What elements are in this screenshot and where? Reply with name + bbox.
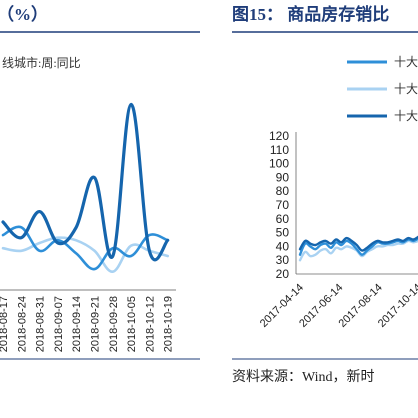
left-x-tick-label: 2018-08-17 <box>0 296 10 352</box>
left-line-chart <box>0 102 176 291</box>
right-legend: 十大 十大 十大 <box>347 55 418 123</box>
left-x-tick-label: 2018-09-21 <box>90 296 102 352</box>
right-y-tick-label: 80 <box>276 184 290 198</box>
right-y-tick-label: 20 <box>276 267 290 281</box>
left-x-axis-ticks: 2018-08-17 2018-08-24 2018-08-31 2018-09-07… <box>0 296 175 352</box>
left-x-tick-label: 2018-09-07 <box>53 296 65 352</box>
right-series-2-line <box>298 235 418 252</box>
right-y-tick-label: 70 <box>276 198 290 212</box>
source-note: 资料来源：Wind，新时 <box>232 369 375 385</box>
left-x-tick-label: 2018-09-28 <box>108 296 120 352</box>
right-y-tick-label: 30 <box>276 253 290 267</box>
right-y-tick-label: 110 <box>270 143 289 157</box>
left-x-tick-label: 2018-08-31 <box>35 296 47 352</box>
left-x-tick-label: 2018-10-12 <box>144 296 156 352</box>
legend-label-1: 十大 <box>394 55 418 69</box>
left-series-1-line <box>1 225 169 271</box>
right-line-chart <box>295 132 418 275</box>
legend-label-3: 十大 <box>394 109 418 123</box>
right-y-tick-label: 90 <box>276 170 290 184</box>
left-x-tick-label: 2018-08-24 <box>16 296 28 352</box>
left-legend-label: 线城市:周:同比 <box>2 55 81 70</box>
left-chart-title: （%） <box>0 4 48 24</box>
right-y-tick-label: 50 <box>276 226 290 240</box>
right-y-tick-label: 120 <box>269 129 289 143</box>
left-x-tick-label: 2018-10-05 <box>126 296 138 352</box>
right-y-tick-label: 40 <box>276 239 290 253</box>
left-x-tick-label: 2018-10-19 <box>163 296 175 352</box>
right-y-tick-label: 100 <box>269 157 289 171</box>
right-series-0-line <box>298 237 418 256</box>
left-x-tick-label: 2018-09-14 <box>71 296 83 352</box>
right-chart-title: 图15： 商品房存销比 <box>232 4 389 24</box>
legend-label-2: 十大 <box>394 82 418 96</box>
left-series-0-line <box>1 102 170 262</box>
right-y-tick-label: 60 <box>276 212 290 226</box>
